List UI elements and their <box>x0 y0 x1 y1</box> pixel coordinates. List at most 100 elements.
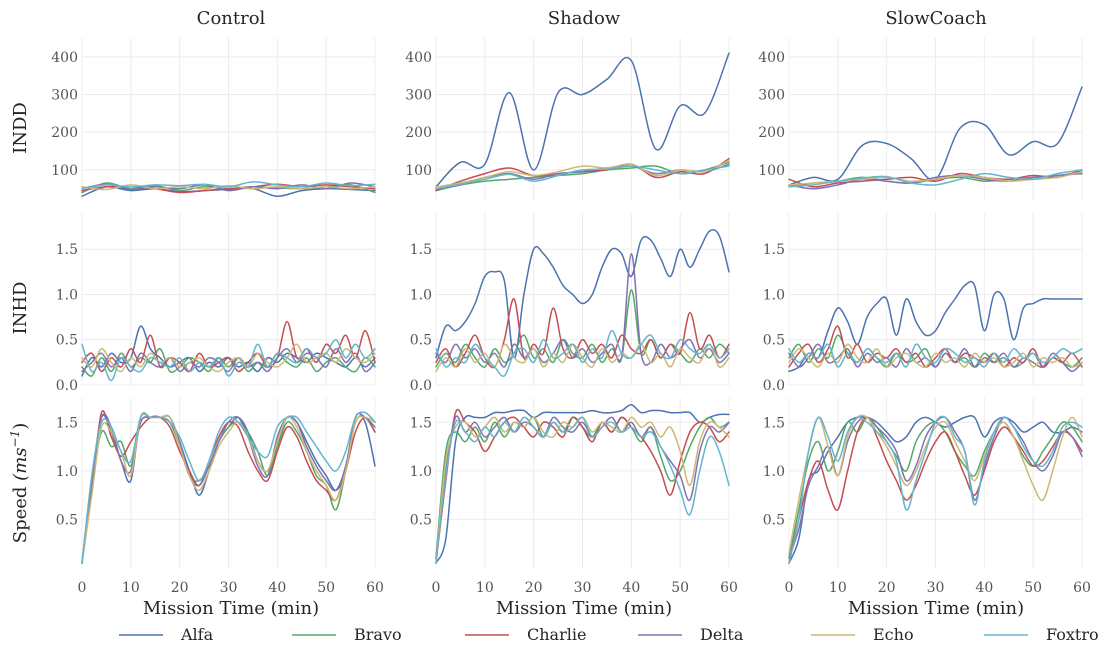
x-tick-label: 50 <box>671 580 689 596</box>
y-tick-label: 400 <box>51 50 78 66</box>
y-tick-label: 0.5 <box>410 512 432 528</box>
series-line-foxtrot <box>435 329 730 378</box>
series-line-alfa <box>435 228 730 359</box>
y-tick-label: 1.0 <box>56 464 78 480</box>
x-tick-label: 50 <box>1024 580 1042 596</box>
series-line-echo <box>81 184 376 191</box>
y-tick-label: 300 <box>758 88 785 104</box>
series-line-charlie <box>788 416 1083 564</box>
series-line-foxtrot <box>788 343 1083 368</box>
panel-inhd-slowcoach: 0.0 0.5 1.0 1.5 <box>763 213 1083 394</box>
y-tick-label: 0.0 <box>763 378 785 394</box>
y-tick-label: 1.0 <box>410 464 432 480</box>
y-tick-label: 1.0 <box>410 287 432 303</box>
y-tick-label: 0.5 <box>763 333 785 349</box>
x-tick-label: 30 <box>927 580 945 596</box>
x-tick-label: 40 <box>975 580 993 596</box>
legend-label: Delta <box>700 625 744 644</box>
legend-item-echo: Echo <box>811 625 914 644</box>
x-tick-label: 0 <box>78 580 87 596</box>
x-tick-label: 20 <box>525 580 543 596</box>
x-tick-label: 0 <box>785 580 794 596</box>
panel-grid: 1002003004001002003004001002003004000.00… <box>51 38 1091 596</box>
y-tick-label: 1.5 <box>56 242 78 258</box>
y-tick-label: 0.5 <box>56 333 78 349</box>
legend-label: Echo <box>873 625 914 644</box>
series-line-alfa <box>435 404 730 564</box>
y-tick-label: 300 <box>51 88 78 104</box>
x-tick-label: 0 <box>432 580 441 596</box>
x-tick-label: 40 <box>622 580 640 596</box>
y-axis-label-speed: Speed (ms−1) <box>8 423 31 543</box>
y-tick-label: 1.0 <box>763 464 785 480</box>
x-tick-label: 40 <box>268 580 286 596</box>
series-line-foxtrot <box>81 411 376 564</box>
y-tick-label: 100 <box>405 163 432 179</box>
x-tick-label: 10 <box>122 580 140 596</box>
y-tick-label: 1.5 <box>763 242 785 258</box>
column-title-control: Control <box>197 8 266 29</box>
panel-inhd-control: 0.0 0.5 1.0 1.5 <box>56 213 376 394</box>
series-line-alfa <box>788 280 1083 373</box>
x-tick-label: 10 <box>476 580 494 596</box>
y-tick-label: 1.5 <box>56 415 78 431</box>
series-line-foxtrot <box>81 338 376 382</box>
y-tick-label: 1.5 <box>410 415 432 431</box>
y-tick-label: 0.5 <box>56 512 78 528</box>
series-line-foxtrot <box>81 181 376 190</box>
x-tick-label: 60 <box>1073 580 1091 596</box>
legend-item-bravo: Bravo <box>292 625 402 644</box>
y-tick-label: 1.0 <box>56 287 78 303</box>
series-line-delta <box>81 348 376 373</box>
y-tick-label: 400 <box>405 50 432 66</box>
y-tick-label: 100 <box>758 163 785 179</box>
series-line-foxtrot <box>435 165 730 190</box>
column-title-slowcoach: SlowCoach <box>885 8 987 29</box>
y-tick-label: 400 <box>758 50 785 66</box>
series-line-delta <box>435 415 730 560</box>
series-line-delta <box>81 182 376 192</box>
panel-inhd-shadow: 0.0 0.5 1.0 1.5 <box>410 213 730 394</box>
y-tick-label: 300 <box>405 88 432 104</box>
panel-indd-control: 100 200 300 400 <box>51 38 376 200</box>
series-line-echo <box>435 159 730 188</box>
x-tick-label: 30 <box>220 580 238 596</box>
series-line-charlie <box>788 169 1083 188</box>
y-tick-label: 1.5 <box>410 242 432 258</box>
y-tick-label: 1.0 <box>763 287 785 303</box>
x-tick-label: 30 <box>574 580 592 596</box>
legend: Alfa Bravo Charlie Delta Echo Foxtrot <box>119 625 1098 644</box>
series-line-charlie <box>788 325 1083 368</box>
legend-label: Foxtrot <box>1046 625 1098 644</box>
y-tick-label: 100 <box>51 163 78 179</box>
y-tick-label: 0.0 <box>56 378 78 394</box>
series-line-delta <box>788 172 1083 190</box>
column-title-shadow: Shadow <box>548 8 621 29</box>
series-line-echo <box>788 343 1083 368</box>
legend-label: Charlie <box>527 625 586 644</box>
x-tick-label: 50 <box>317 580 335 596</box>
series-line-echo <box>788 414 1083 555</box>
x-axis-label-slowcoach: Mission Time (min) <box>848 598 1024 619</box>
series-line-foxtrot <box>788 169 1083 188</box>
x-tick-label: 20 <box>171 580 189 596</box>
x-axis-label-control: Mission Time (min) <box>143 598 319 619</box>
legend-item-foxtrot: Foxtrot <box>984 625 1098 644</box>
x-tick-label: 60 <box>366 580 384 596</box>
y-tick-label: 200 <box>405 125 432 141</box>
legend-item-charlie: Charlie <box>465 625 586 644</box>
y-tick-label: 0.5 <box>763 512 785 528</box>
panel-speed-control: 0.5 1.0 1.5 0 10 20 30 40 50 60 <box>56 398 384 596</box>
x-tick-label: 20 <box>878 580 896 596</box>
legend-item-alfa: Alfa <box>119 625 214 644</box>
x-tick-label: 10 <box>829 580 847 596</box>
y-tick-label: 0.0 <box>410 378 432 394</box>
series-line-echo <box>81 412 376 564</box>
y-axis-label-inhd: INHD <box>10 282 31 335</box>
y-tick-label: 200 <box>758 125 785 141</box>
legend-label: Bravo <box>354 625 402 644</box>
panel-speed-slowcoach: 0.5 1.0 1.5 0 10 20 30 40 50 60 <box>763 398 1091 596</box>
series-line-foxtrot <box>788 415 1083 564</box>
y-tick-label: 200 <box>51 125 78 141</box>
series-line-delta <box>81 412 376 564</box>
